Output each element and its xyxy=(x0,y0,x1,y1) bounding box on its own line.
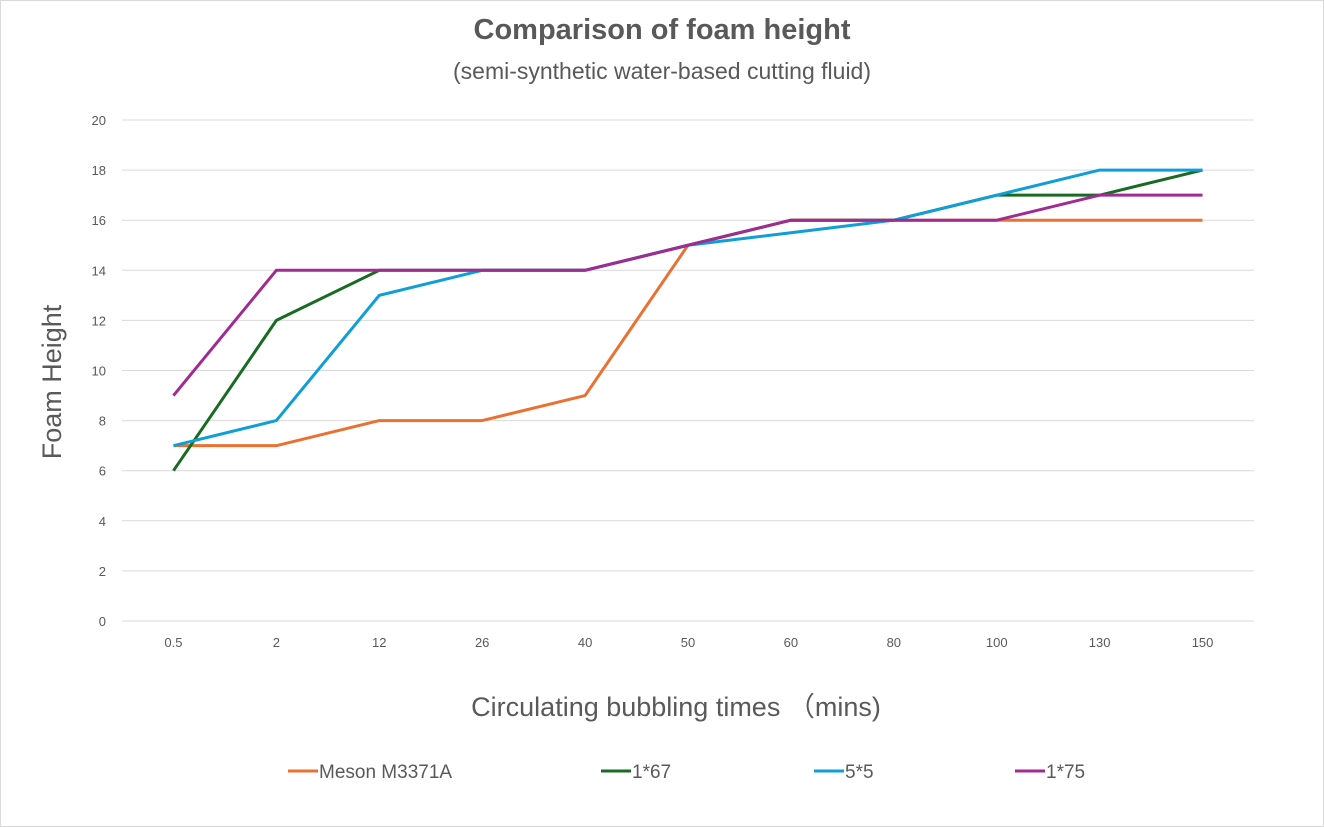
x-tick-label: 0.5 xyxy=(164,635,182,650)
x-tick-label: 26 xyxy=(475,635,489,650)
x-tick-label: 80 xyxy=(887,635,901,650)
y-tick-label: 12 xyxy=(92,313,106,328)
legend-item: Meson M3371A xyxy=(288,762,452,783)
y-tick-label: 14 xyxy=(92,263,106,278)
x-tick-label: 100 xyxy=(986,635,1008,650)
chart-subtitle: (semi-synthetic water-based cutting flui… xyxy=(453,58,871,84)
y-tick-label: 0 xyxy=(99,614,106,629)
x-tick-label: 50 xyxy=(681,635,695,650)
y-tick-label: 8 xyxy=(99,414,106,429)
x-tick-label: 12 xyxy=(372,635,386,650)
series-line-2 xyxy=(173,168,1203,448)
legend-label: Meson M3371A xyxy=(319,762,452,783)
x-tick-label: 130 xyxy=(1089,635,1111,650)
y-axis-label: Foam Height xyxy=(37,304,67,459)
legend-label: 1*75 xyxy=(1046,762,1085,783)
y-tick-label: 4 xyxy=(99,514,106,529)
x-tick-label: 60 xyxy=(784,635,798,650)
x-tick-label: 2 xyxy=(273,635,280,650)
legend-item: 1*75 xyxy=(1015,762,1085,783)
legend-label: 1*67 xyxy=(632,762,671,783)
legend-item: 1*67 xyxy=(601,762,671,783)
y-tick-label: 16 xyxy=(92,213,106,228)
legend-item: 5*5 xyxy=(814,762,874,783)
series-line-3 xyxy=(172,193,1203,397)
legend-label: 5*5 xyxy=(845,762,874,783)
x-tick-label: 40 xyxy=(578,635,592,650)
x-axis-label: Circulating bubbling times （mins) xyxy=(471,692,881,722)
y-tick-label: 10 xyxy=(92,364,106,379)
x-tick-label: 150 xyxy=(1192,635,1214,650)
series-line-0 xyxy=(173,218,1203,448)
chart-title: Comparison of foam height xyxy=(473,14,851,46)
y-tick-label: 20 xyxy=(92,113,106,128)
y-tick-label: 18 xyxy=(92,163,106,178)
y-tick-label: 6 xyxy=(99,464,106,479)
y-tick-label: 2 xyxy=(99,564,106,579)
